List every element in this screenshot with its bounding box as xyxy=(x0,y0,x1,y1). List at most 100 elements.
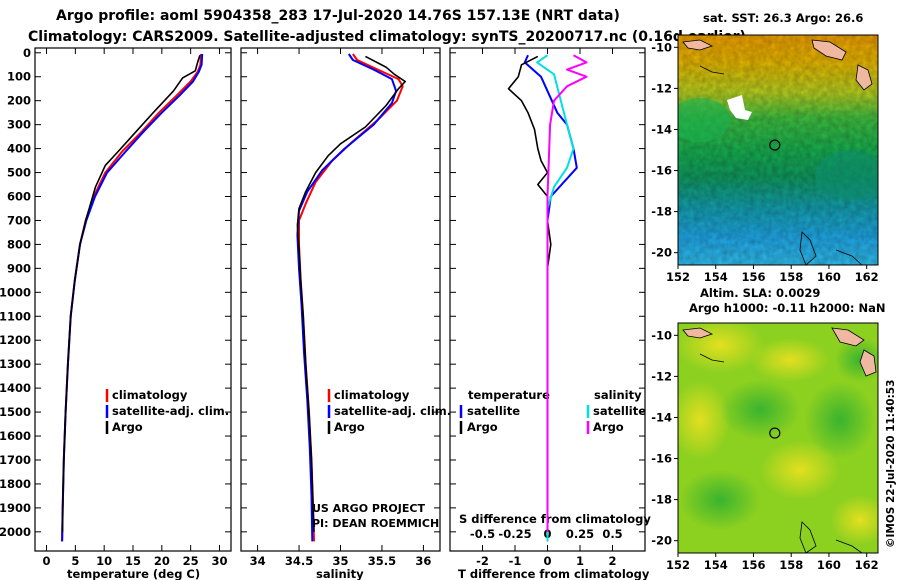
map-x-tick-label: 162 xyxy=(855,558,879,572)
map-y-tick-label: -12 xyxy=(651,369,672,383)
land-outline xyxy=(831,327,865,347)
sst-map: sat. SST: 26.3 Argo: 26.6 xyxy=(677,11,879,266)
x-tick-label: -1 xyxy=(509,554,522,568)
depth-tick-label: 1500 xyxy=(0,405,31,419)
top-x-tick-label: -0.5 xyxy=(470,527,495,541)
x-tick-label: 36 xyxy=(415,554,431,568)
float-position-marker xyxy=(769,427,781,439)
depth-tick-label: 1700 xyxy=(0,453,31,467)
x-tick-label: -2 xyxy=(476,554,489,568)
map-x-tick-label: 152 xyxy=(666,558,690,572)
depth-tick-label: 800 xyxy=(7,237,31,251)
sla-field xyxy=(678,323,878,553)
sst-patch xyxy=(815,150,878,200)
series-line-argo xyxy=(296,55,407,532)
salinity-legend: climatology satellite-adj. clim. Argo xyxy=(327,388,451,434)
legend-argo-label: Argo xyxy=(112,420,143,434)
legend-satellite-label: satellite-adj. clim. xyxy=(112,404,229,418)
sst-map-title: sat. SST: 26.3 Argo: 26.6 xyxy=(703,11,863,25)
x-tick-label: 34 xyxy=(250,554,266,568)
depth-tick-label: 900 xyxy=(7,261,31,275)
x-tick-label: 30 xyxy=(211,554,227,568)
series-line-satellite-adj-clim- xyxy=(61,53,204,542)
difference-top-xlabel: S difference from climatology xyxy=(459,512,651,526)
sst-map-frame xyxy=(677,34,879,266)
x-tick-label: 34.5 xyxy=(285,554,313,568)
x-tick-label: 5 xyxy=(71,554,79,568)
missing-data-patch xyxy=(727,95,752,120)
sla-map-subtitle: Argo h1000: -0.11 h2000: NaN xyxy=(689,301,885,315)
land-outline xyxy=(682,39,714,51)
sla-map: Altim. SLA: 0.0029 Argo h1000: -0.11 h20… xyxy=(677,286,885,554)
map-x-tick-label: 156 xyxy=(741,558,765,572)
map-x-tick-label: 154 xyxy=(704,270,728,284)
series-line-satellite-adj-clim- xyxy=(296,53,398,542)
difference-xlabel: T difference from climatology xyxy=(458,567,650,580)
sla-map-title: Altim. SLA: 0.0029 xyxy=(700,286,820,300)
salinity-panel-frame xyxy=(240,47,441,552)
depth-tick-label: 100 xyxy=(7,70,31,84)
sla-low-blob xyxy=(680,470,760,530)
map-x-tick-label: 156 xyxy=(741,270,765,284)
legend-salinity-title: salinity xyxy=(594,388,642,402)
map-x-tick-label: 160 xyxy=(817,558,841,572)
depth-tick-label: 1000 xyxy=(0,285,31,299)
x-tick-label: 10 xyxy=(96,554,112,568)
depth-tick-label: 0 xyxy=(23,46,31,60)
x-tick-label: 1 xyxy=(576,554,584,568)
depth-tick-label: 2000 xyxy=(0,525,31,539)
series-line-climatology xyxy=(61,53,202,542)
map-y-tick-label: -10 xyxy=(651,328,672,342)
x-tick-label: 15 xyxy=(125,554,141,568)
x-tick-label: 0 xyxy=(43,554,51,568)
legend-temp-satellite-label: satellite xyxy=(467,404,520,418)
map-x-tick-label: 160 xyxy=(817,270,841,284)
legend-climatology-label: climatology xyxy=(112,388,188,402)
sst-noise xyxy=(678,35,878,265)
depth-tick-label: 600 xyxy=(7,190,31,204)
map-x-tick-label: 152 xyxy=(666,270,690,284)
legend-temperature-title: temperature xyxy=(468,388,550,402)
depth-tick-label: 300 xyxy=(7,118,31,132)
map-x-tick-label: 158 xyxy=(779,558,803,572)
difference-panel: T difference from climatology S differen… xyxy=(449,47,651,580)
depth-tick-label: 1200 xyxy=(0,333,31,347)
map-y-tick-label: -20 xyxy=(651,246,672,260)
header-line-2: Climatology: CARS2009. Satellite-adjuste… xyxy=(28,29,746,45)
imos-timestamp: ©IMOS 22-Jul-2020 11:40:53 xyxy=(885,380,897,548)
reef-outline xyxy=(835,539,863,553)
legend-climatology-label: climatology xyxy=(334,388,410,402)
reef-outline xyxy=(699,65,725,75)
reef-outline xyxy=(699,353,725,363)
map-y-tick-label: -18 xyxy=(651,493,672,507)
x-tick-label: 35 xyxy=(332,554,348,568)
x-tick-label: 0 xyxy=(543,554,551,568)
land-outline xyxy=(855,64,873,91)
legend-temp-argo-label: Argo xyxy=(467,420,498,434)
legend-satellite-label: satellite-adj. clim. xyxy=(334,404,451,418)
legend-sal-satellite-label: satellite xyxy=(593,404,646,418)
map-y-tick-label: -18 xyxy=(651,205,672,219)
temperature-legend: climatology satellite-adj. clim. Argo xyxy=(105,388,229,434)
reef-outline xyxy=(835,249,863,265)
depth-tick-label: 700 xyxy=(7,213,31,227)
salinity-panel: salinity climatology satellite-adj. clim… xyxy=(240,47,451,580)
map-y-tick-label: -12 xyxy=(651,81,672,95)
difference-legend: temperature salinity satellite Argo sate… xyxy=(459,388,646,434)
depth-tick-label: 1300 xyxy=(0,357,31,371)
land-outline xyxy=(811,39,847,61)
top-x-tick-label: -0.25 xyxy=(498,527,531,541)
x-tick-label: 2 xyxy=(608,554,616,568)
map-x-tick-label: 162 xyxy=(855,270,879,284)
depth-tick-label: 1100 xyxy=(0,309,31,323)
series-line-salinity-satellite xyxy=(536,54,575,542)
reef-outline xyxy=(799,521,817,553)
map-y-tick-label: -16 xyxy=(651,452,672,466)
depth-tick-label: 1600 xyxy=(0,429,31,443)
chart-marks: 0100200300400500600700800900100011001200… xyxy=(0,40,879,572)
series-line-temperature-argo xyxy=(507,55,552,532)
x-tick-label: 25 xyxy=(183,554,199,568)
project-credit: US ARGO PROJECT xyxy=(312,502,425,515)
temperature-xlabel: temperature (deg C) xyxy=(67,567,200,580)
temperature-panel: temperature (deg C) climatology satellit… xyxy=(34,47,232,580)
